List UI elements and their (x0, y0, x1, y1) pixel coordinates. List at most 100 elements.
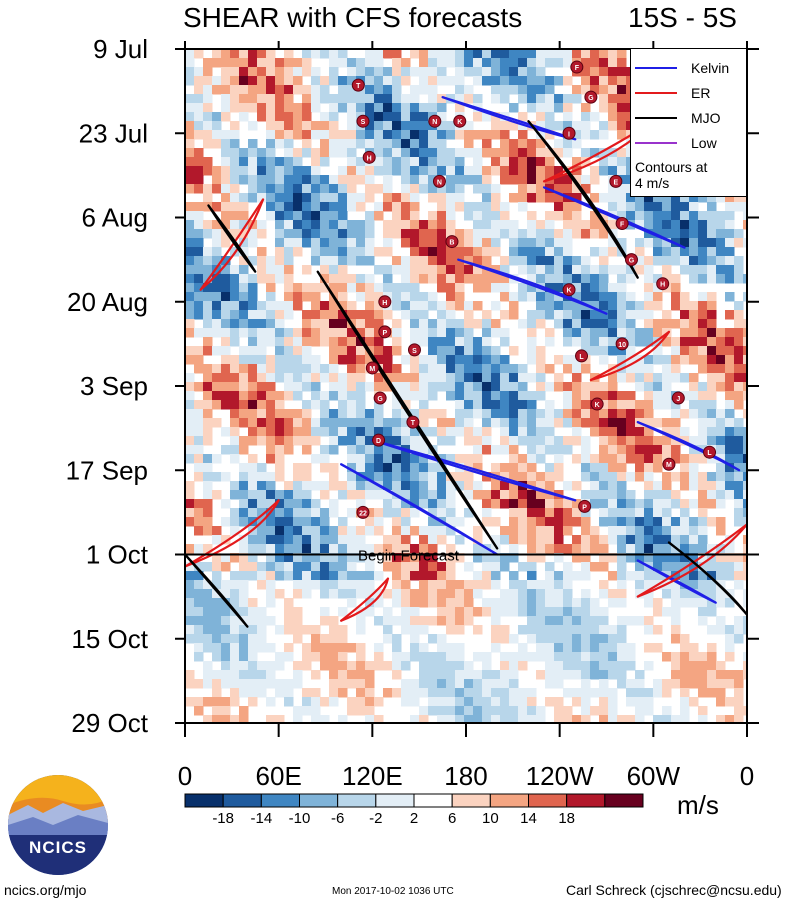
heatmap-cell (698, 616, 708, 626)
heatmap-cell (464, 427, 474, 437)
heatmap-cell (302, 94, 312, 104)
heatmap-cell (320, 229, 330, 239)
heatmap-cell (392, 292, 402, 302)
heatmap-cell (419, 328, 429, 338)
heatmap-cell (338, 139, 348, 149)
heatmap-cell (500, 283, 510, 293)
heatmap-cell (230, 274, 240, 284)
heatmap-cell (680, 229, 690, 239)
heatmap-cell (221, 148, 231, 158)
heatmap-cell (509, 148, 519, 158)
heatmap-cell (608, 652, 618, 662)
heatmap-cell (410, 454, 420, 464)
heatmap-cell (482, 706, 492, 716)
heatmap-cell (536, 508, 546, 518)
heatmap-cell (239, 274, 249, 284)
heatmap-cell (302, 382, 312, 392)
heatmap-cell (536, 436, 546, 446)
colorbar-label: -10 (289, 810, 311, 827)
heatmap-cell (284, 553, 294, 563)
heatmap-cell (662, 652, 672, 662)
heatmap-cell (725, 346, 735, 356)
heatmap-cell (707, 409, 717, 419)
heatmap-cell (554, 193, 564, 203)
heatmap-cell (203, 589, 213, 599)
heatmap-cell (203, 499, 213, 509)
heatmap-cell (257, 184, 267, 194)
heatmap-cell (581, 517, 591, 527)
heatmap-cell (356, 202, 366, 212)
legend-label: Kelvin (691, 60, 730, 76)
heatmap-cell (635, 562, 645, 572)
heatmap-cell (635, 427, 645, 437)
heatmap-cell (383, 535, 393, 545)
heatmap-cell (671, 661, 681, 671)
heatmap-cell (518, 454, 528, 464)
heatmap-cell (419, 292, 429, 302)
heatmap-cell (392, 157, 402, 167)
heatmap-cell (644, 220, 654, 230)
footer-site[interactable]: ncics.org/mjo (4, 882, 87, 898)
heatmap-cell (482, 355, 492, 365)
heatmap-cell (257, 544, 267, 554)
heatmap-cell (401, 184, 411, 194)
heatmap-cell (572, 400, 582, 410)
heatmap-cell (716, 418, 726, 428)
colorbar-label: -2 (369, 810, 382, 827)
heatmap-cell (500, 292, 510, 302)
heatmap-cell (365, 193, 375, 203)
heatmap-cell (293, 247, 303, 257)
heatmap-cell (401, 571, 411, 581)
storm-label: K (567, 288, 572, 295)
storm-label: H (660, 282, 665, 289)
heatmap-cell (374, 337, 384, 347)
y-tick-label: 3 Sep (80, 371, 148, 401)
heatmap-cell (464, 409, 474, 419)
heatmap-cell (311, 571, 321, 581)
heatmap-cell (608, 220, 618, 230)
heatmap-cell (419, 454, 429, 464)
heatmap-cell (644, 508, 654, 518)
heatmap-cell (572, 283, 582, 293)
heatmap-cell (383, 166, 393, 176)
heatmap-cell (581, 436, 591, 446)
heatmap-cell (590, 481, 600, 491)
heatmap-cell (410, 238, 420, 248)
heatmap-cell (599, 274, 609, 284)
heatmap-cell (302, 58, 312, 68)
heatmap-cell (482, 49, 492, 59)
storm-marker: T (351, 78, 365, 92)
heatmap-cell (419, 679, 429, 689)
heatmap-cell (383, 85, 393, 95)
heatmap-cell (428, 94, 438, 104)
heatmap-cell (536, 220, 546, 230)
storm-icon (428, 114, 442, 128)
storm-label: E (614, 179, 619, 186)
heatmap-cell (248, 427, 258, 437)
heatmap-cell (518, 436, 528, 446)
heatmap-cell (230, 598, 240, 608)
heatmap-cell (500, 202, 510, 212)
heatmap-cell (356, 643, 366, 653)
heatmap-cell (626, 472, 636, 482)
heatmap-cell (203, 310, 213, 320)
heatmap-cell (212, 202, 222, 212)
heatmap-cell (419, 382, 429, 392)
heatmap-cell (734, 193, 744, 203)
heatmap-cell (392, 103, 402, 113)
heatmap-cell (329, 427, 339, 437)
heatmap-cell (419, 58, 429, 68)
storm-marker: P (578, 499, 592, 513)
heatmap-cell (572, 697, 582, 707)
heatmap-cell (725, 472, 735, 482)
heatmap-cell (428, 508, 438, 518)
heatmap-cell (401, 679, 411, 689)
heatmap-cell (671, 589, 681, 599)
heatmap-cell (572, 436, 582, 446)
heatmap-cell (428, 337, 438, 347)
heatmap-cell (599, 445, 609, 455)
heatmap-cell (491, 130, 501, 140)
heatmap-cell (365, 76, 375, 86)
heatmap-cell (599, 382, 609, 392)
heatmap-cell (311, 652, 321, 662)
